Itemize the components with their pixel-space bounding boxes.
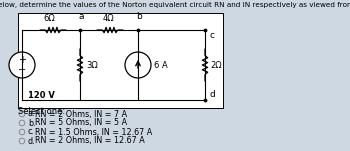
Text: 120 V: 120 V <box>28 90 55 100</box>
Text: RN = 5 Ohms, IN = 5 A: RN = 5 Ohms, IN = 5 A <box>35 119 127 127</box>
Text: Select one:: Select one: <box>18 107 65 116</box>
Text: RN = 2 Ohms, IN = 12.67 A: RN = 2 Ohms, IN = 12.67 A <box>35 137 145 146</box>
FancyBboxPatch shape <box>18 13 223 108</box>
Text: RN = 1.5 Ohms, IN = 12.67 A: RN = 1.5 Ohms, IN = 12.67 A <box>35 127 152 137</box>
Circle shape <box>125 52 151 78</box>
Text: a.: a. <box>28 109 35 119</box>
Text: b.: b. <box>28 119 36 127</box>
Text: d.: d. <box>28 137 36 146</box>
Text: d: d <box>209 90 215 99</box>
Text: −: − <box>18 65 26 75</box>
Text: 6Ω: 6Ω <box>43 14 55 23</box>
Text: For the circuit shown below, determine the values of the Norton equivalent circu: For the circuit shown below, determine t… <box>0 2 350 8</box>
Text: 4Ω: 4Ω <box>102 14 114 23</box>
Text: 6 A: 6 A <box>154 61 168 69</box>
Text: c: c <box>209 31 214 40</box>
Text: +: + <box>18 55 26 65</box>
Text: b: b <box>136 12 142 21</box>
Text: a: a <box>78 12 84 21</box>
Text: 3Ω: 3Ω <box>86 61 98 69</box>
Text: RN = 2 Ohms, IN = 7 A: RN = 2 Ohms, IN = 7 A <box>35 109 127 119</box>
Text: c.: c. <box>28 127 35 137</box>
Circle shape <box>9 52 35 78</box>
Text: 2Ω: 2Ω <box>210 61 222 69</box>
